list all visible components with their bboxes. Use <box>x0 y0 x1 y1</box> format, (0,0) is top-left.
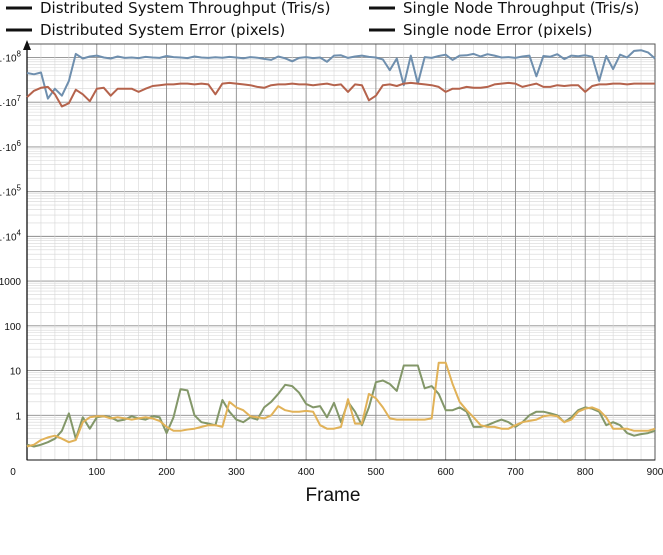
legend: Distributed System Throughput (Tris/s) Si… <box>6 0 639 39</box>
x-tick-label: 0 <box>10 467 16 478</box>
y-axis-arrow <box>23 40 31 50</box>
plot-frame <box>23 40 656 461</box>
x-axis-label: Frame <box>306 485 361 506</box>
y-tick-label: 1·104 <box>0 228 22 243</box>
series-line-3 <box>26 364 656 448</box>
series-group <box>26 49 656 448</box>
series-line-4 <box>26 361 656 448</box>
x-tick-label: 300 <box>228 467 245 478</box>
legend-label: Single node Error (pixels) <box>403 21 592 39</box>
x-tick-label: 800 <box>577 467 594 478</box>
y-tick-label: 1·108 <box>0 49 22 64</box>
y-tick-label: 10 <box>10 367 22 378</box>
x-tick-label: 200 <box>158 467 175 478</box>
series-line-2 <box>26 81 655 108</box>
legend-item-3: Distributed System Error (pixels) <box>6 21 285 39</box>
tick-labels: 0 100 200 300 400 500 600 700 800 900 1 10 100 1000 1·… <box>0 49 663 478</box>
y-tick-label: 1 <box>15 411 21 422</box>
y-tick-exponent: 6 <box>17 139 22 148</box>
y-tick-label: 100 <box>4 322 21 333</box>
y-tick-exponent: 4 <box>17 228 22 237</box>
x-tick-label: 900 <box>647 467 663 478</box>
x-tick-label: 600 <box>437 467 454 478</box>
y-tick-label: 1000 <box>0 277 21 288</box>
x-tick-label: 700 <box>507 467 524 478</box>
x-tick-label: 500 <box>368 467 385 478</box>
y-tick-label: 1·106 <box>0 139 22 154</box>
y-tick-exponent: 8 <box>17 49 22 58</box>
legend-label: Single Node Throughput (Tris/s) <box>403 0 639 17</box>
y-tick-label: 1·107 <box>0 94 22 109</box>
legend-item-2: Single Node Throughput (Tris/s) <box>369 0 639 17</box>
x-tick-label: 100 <box>88 467 105 478</box>
y-tick-exponent: 7 <box>17 94 22 103</box>
legend-label: Distributed System Throughput (Tris/s) <box>40 0 330 17</box>
legend-item-1: Distributed System Throughput (Tris/s) <box>6 0 330 17</box>
legend-label: Distributed System Error (pixels) <box>40 21 285 39</box>
y-tick-exponent: 5 <box>17 184 22 193</box>
series-line-1 <box>26 49 656 100</box>
x-tick-label: 400 <box>298 467 315 478</box>
legend-item-4: Single node Error (pixels) <box>369 21 592 39</box>
y-tick-label: 1·105 <box>0 184 22 199</box>
grid <box>26 43 656 461</box>
